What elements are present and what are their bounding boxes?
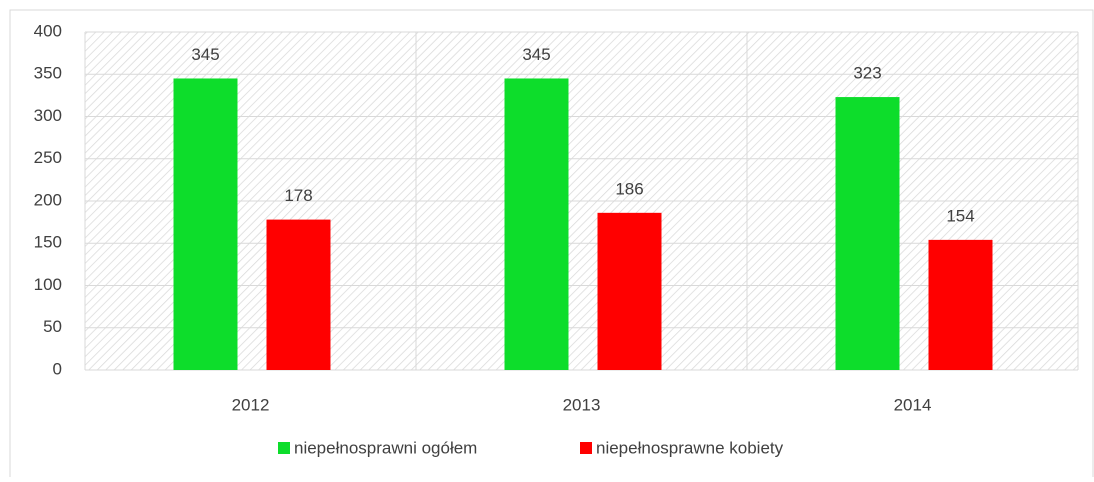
bar (835, 97, 900, 370)
y-tick-label: 50 (43, 317, 62, 336)
y-tick-label: 100 (34, 275, 62, 294)
bar (597, 212, 662, 370)
chart-frame (9, 9, 1094, 482)
y-tick-label: 200 (34, 190, 62, 209)
data-label: 323 (853, 64, 881, 83)
y-tick-label: 350 (34, 64, 62, 83)
bar (928, 239, 993, 370)
legend-label: niepełnosprawne kobiety (596, 438, 784, 457)
x-tick-label: 2014 (894, 395, 932, 414)
y-tick-label: 0 (53, 359, 62, 378)
y-tick-label: 300 (34, 106, 62, 125)
legend-swatch (278, 442, 290, 454)
data-label: 345 (522, 45, 550, 64)
data-label: 178 (284, 186, 312, 205)
y-tick-label: 150 (34, 233, 62, 252)
data-label: 186 (615, 179, 643, 198)
x-tick-label: 2013 (563, 395, 601, 414)
bar (173, 78, 238, 370)
bar (266, 219, 331, 370)
data-label: 345 (191, 45, 219, 64)
y-tick-label: 250 (34, 148, 62, 167)
bar (504, 78, 569, 370)
y-tick-label: 400 (34, 21, 62, 40)
legend-swatch (580, 442, 592, 454)
data-label: 154 (946, 206, 974, 225)
legend-label: niepełnosprawni ogółem (294, 438, 477, 457)
x-tick-label: 2012 (232, 395, 270, 414)
